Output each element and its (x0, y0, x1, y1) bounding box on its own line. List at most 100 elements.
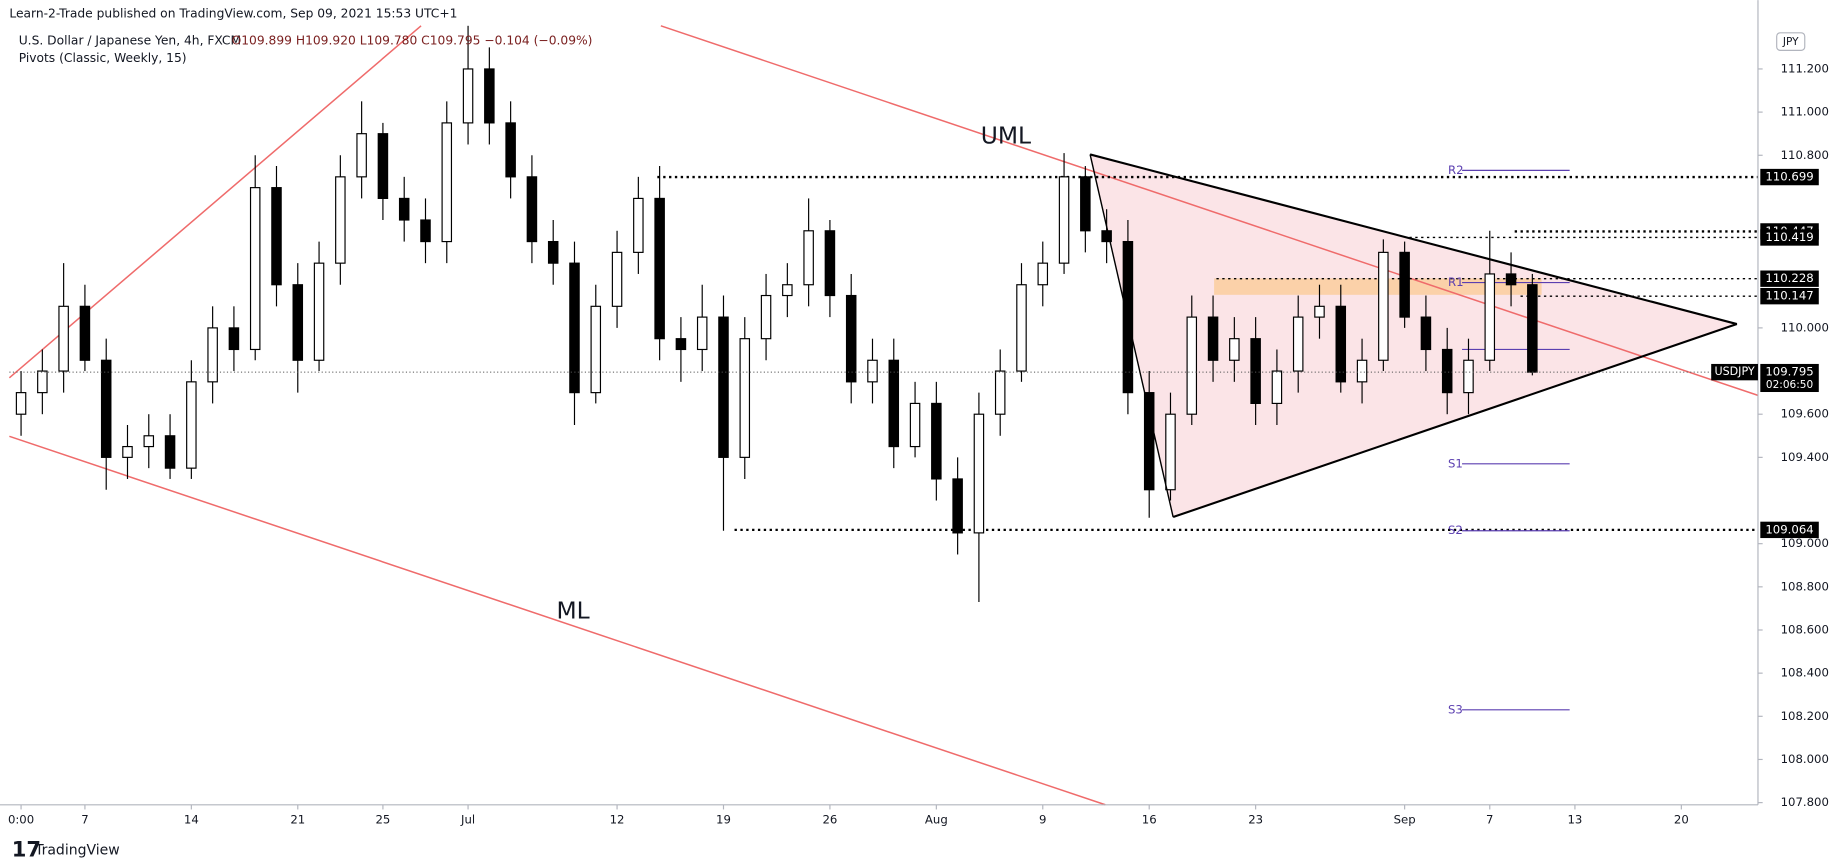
pivot-label: S2 (1448, 523, 1463, 537)
candle-body (952, 478, 963, 534)
candle-body (484, 68, 495, 124)
candle-body (1016, 284, 1027, 372)
ml-label: ML (557, 596, 590, 624)
symbol-badge (1711, 363, 1758, 381)
x-tick-label: Sep (1394, 812, 1416, 826)
candle-body (1080, 176, 1091, 232)
candle-body (1463, 359, 1474, 394)
x-tick-label: 16 (1142, 812, 1157, 826)
y-tick-label: 108.600 (1781, 622, 1829, 636)
candle-body (164, 435, 176, 469)
y-tick-label: 110.000 (1781, 320, 1829, 334)
x-tick-label: 9 (1039, 812, 1046, 826)
level-badge (1760, 270, 1819, 287)
candle-body (675, 338, 687, 351)
candle-body (462, 68, 474, 124)
candle-body (505, 122, 516, 178)
candle-body (100, 359, 112, 458)
candle-body (37, 370, 48, 394)
candle-body (994, 370, 1006, 415)
candle-body (398, 197, 410, 221)
candle-body (1165, 413, 1176, 491)
ml-line (9, 435, 1106, 806)
candle-body (1207, 316, 1219, 361)
candle-body (335, 176, 346, 264)
countdown-label: 02:06:50 (1766, 379, 1813, 391)
triangle-side (1089, 154, 1174, 518)
level-badge (1760, 521, 1819, 539)
candle-body (547, 240, 559, 264)
candle-body (58, 305, 69, 372)
candle-body (377, 133, 389, 200)
candle-body (590, 305, 602, 394)
candle-body (1399, 251, 1410, 318)
y-tick-label: 109.600 (1781, 407, 1829, 421)
candle-body (271, 187, 282, 286)
candle-body (1143, 392, 1155, 491)
candle-body (207, 327, 218, 383)
candle-body (611, 251, 623, 307)
x-tick-label: 21 (290, 812, 305, 826)
pivot-label: S3 (1448, 702, 1463, 716)
x-tick-label: 7 (81, 812, 88, 826)
x-tick-label: 12 (610, 812, 625, 826)
candle-body (15, 392, 27, 415)
y-tick-label: 109.000 (1781, 536, 1829, 550)
candle-body (888, 359, 900, 448)
candle-body (824, 230, 836, 297)
y-tick-label: 107.800 (1781, 795, 1829, 809)
candle-body (1058, 176, 1070, 264)
symbol-label: USDJPY (1714, 365, 1754, 378)
resistance-zone (1214, 278, 1542, 295)
last-price-label: 109.795 (1765, 365, 1813, 379)
x-tick-label: 19 (716, 812, 731, 826)
candle-body (633, 197, 644, 253)
candle-body (292, 284, 304, 361)
triangle-bottom (1172, 323, 1738, 519)
pivot-label: R1 (1448, 275, 1464, 289)
candle-body (1420, 316, 1432, 351)
x-tick-label: 26 (822, 812, 837, 826)
x-tick-label: 0:00 (8, 812, 34, 826)
data-layer (9, 25, 1758, 711)
published-note: Learn-2-Trade published on TradingView.c… (9, 7, 457, 21)
pivot-label: R2 (1448, 163, 1464, 177)
candle-body (143, 435, 155, 448)
candle-body (122, 445, 133, 458)
candle-body (1356, 359, 1368, 383)
triangle-top (1089, 153, 1738, 326)
candle-body (1527, 284, 1538, 373)
candle-body (1292, 316, 1304, 372)
candle-body (1335, 305, 1347, 383)
footer-brand: TradingView (34, 842, 120, 858)
candle-body (1484, 273, 1496, 361)
candle-body (420, 219, 431, 243)
level-label: 109.064 (1765, 522, 1813, 536)
currency: JPY (1782, 36, 1799, 48)
candle-body (1505, 273, 1517, 286)
uml-line (660, 25, 1759, 397)
y-tick-label: 108.400 (1781, 666, 1829, 680)
candle-body (79, 305, 91, 361)
candle-body (1101, 230, 1112, 243)
y-tick-label: 108.800 (1781, 579, 1829, 593)
x-tick-label: Aug (925, 812, 948, 826)
x-tick-label: 20 (1674, 812, 1689, 826)
candle-body (1441, 348, 1453, 394)
footer-logo: 𝟭𝟳 (12, 836, 41, 861)
x-tick-label: 14 (184, 812, 199, 826)
candle-body (760, 294, 772, 340)
y-tick-label: 109.400 (1781, 450, 1829, 464)
candle-body (1314, 305, 1325, 318)
y-tick-label: 111.200 (1781, 61, 1829, 75)
candle-body (909, 402, 921, 448)
candle-body (228, 327, 240, 351)
x-tick-label: 13 (1567, 812, 1582, 826)
level-label: 110.228 (1765, 271, 1813, 285)
last-price-badge (1760, 363, 1819, 393)
candle-body (782, 284, 793, 297)
currency-badge[interactable] (1776, 32, 1806, 51)
triangle-fill (1090, 154, 1737, 518)
uml-label: UML (981, 121, 1031, 149)
candle-body (441, 122, 453, 243)
